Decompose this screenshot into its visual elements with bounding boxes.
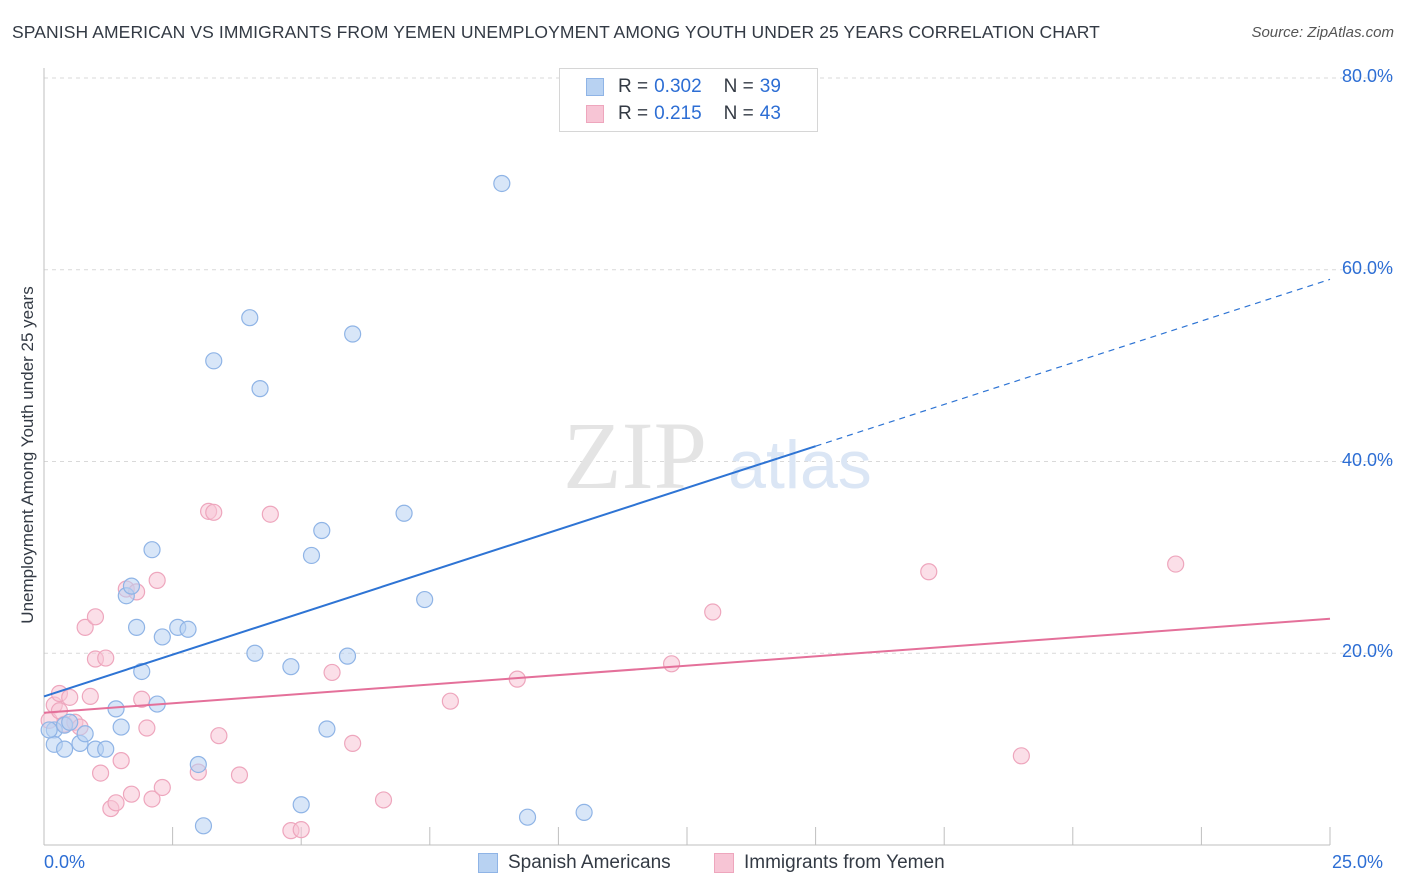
- series-spanish-points: [40, 174, 593, 835]
- spanish-point: [313, 521, 331, 540]
- yemen-point: [91, 764, 110, 782]
- yemen-point: [81, 687, 99, 705]
- yemen-point: [86, 608, 105, 626]
- legend-swatch-pink: [586, 105, 604, 123]
- watermark: ZIP atlas: [563, 402, 872, 509]
- legend-r-value: 0.215: [654, 103, 702, 124]
- legend-swatch-blue: [478, 853, 498, 873]
- yemen-trend-line: [43, 617, 1331, 714]
- spanish-point: [318, 720, 336, 738]
- yemen-point: [662, 655, 681, 673]
- spanish-point: [61, 713, 79, 731]
- spanish-trend-line: [43, 445, 816, 698]
- x-tick-label-max: 25.0%: [1332, 852, 1384, 872]
- spanish-point: [133, 662, 151, 681]
- yemen-point: [920, 563, 938, 581]
- source-label: Source: ZipAtlas.com: [1251, 24, 1394, 41]
- legend-swatch-pink: [714, 853, 734, 873]
- y-tick-label: 20.0%: [1341, 641, 1393, 662]
- yemen-point: [1012, 747, 1030, 765]
- yemen-point: [133, 690, 151, 708]
- legend-row-yemen: R = 0.215 N = 43: [586, 102, 781, 126]
- spanish-point: [292, 796, 310, 814]
- spanish-point: [143, 541, 161, 559]
- spanish-point: [179, 620, 197, 638]
- spanish-point: [344, 325, 362, 343]
- spanish-point: [338, 647, 357, 665]
- spanish-point: [189, 755, 207, 774]
- yemen-point: [1167, 555, 1185, 573]
- yemen-point: [148, 571, 166, 589]
- legend-n-value: 39: [759, 76, 781, 97]
- legend-n-label: N =: [723, 76, 754, 97]
- watermark-atlas: atlas: [728, 427, 872, 503]
- yemen-point: [344, 734, 362, 752]
- legend-swatch-blue: [586, 78, 604, 96]
- spanish-point: [246, 644, 264, 662]
- spanish-point: [194, 817, 213, 835]
- yemen-point: [112, 752, 130, 770]
- spanish-point: [122, 577, 141, 595]
- legend-label-yemen: Immigrants from Yemen: [744, 852, 945, 873]
- spanish-point: [40, 721, 58, 739]
- spanish-point: [302, 546, 321, 565]
- spanish-point: [395, 504, 413, 522]
- legend-n-value: 43: [759, 103, 781, 124]
- yemen-point: [107, 794, 125, 812]
- spanish-point: [55, 740, 74, 758]
- spanish-point: [107, 700, 125, 718]
- spanish-point: [251, 380, 269, 398]
- legend-r-label: R =: [618, 76, 649, 97]
- gridlines: [44, 77, 1392, 654]
- yemen-point: [292, 821, 310, 839]
- yemen-point: [374, 791, 393, 809]
- legend-r-value: 0.302: [654, 76, 702, 97]
- spanish-point: [282, 658, 300, 676]
- yemen-point: [122, 785, 141, 803]
- yemen-point: [441, 692, 459, 710]
- yemen-point: [210, 727, 228, 745]
- yemen-point: [261, 505, 279, 523]
- chart-title: SPANISH AMERICAN VS IMMIGRANTS FROM YEME…: [12, 22, 1100, 42]
- yemen-point: [97, 649, 115, 667]
- yemen-point: [704, 603, 722, 621]
- y-tick-label: 60.0%: [1341, 257, 1393, 278]
- spanish-point: [575, 803, 593, 822]
- yemen-point: [61, 688, 79, 706]
- watermark-zip: ZIP: [563, 402, 707, 509]
- spanish-point: [97, 740, 115, 758]
- yemen-point: [230, 766, 249, 784]
- trend-lines: [43, 278, 1331, 714]
- x-tick-label-min: 0.0%: [44, 852, 86, 872]
- spanish-point: [153, 628, 171, 646]
- yemen-point: [153, 778, 171, 797]
- spanish-point: [205, 352, 223, 370]
- spanish-point: [416, 590, 434, 609]
- spanish-point: [518, 808, 537, 826]
- legend-item-spanish: Spanish Americans: [478, 850, 671, 876]
- y-tick-label: 40.0%: [1341, 449, 1393, 470]
- legend-row-spanish: R = 0.302 N = 39: [586, 75, 781, 99]
- yemen-point: [143, 790, 161, 808]
- legend-item-yemen: Immigrants from Yemen: [714, 850, 945, 876]
- yemen-point: [323, 663, 341, 682]
- yemen-point: [205, 503, 223, 521]
- spanish-point: [493, 174, 511, 193]
- yemen-point: [76, 618, 94, 636]
- legend-label-spanish: Spanish Americans: [508, 852, 671, 873]
- yemen-point: [138, 719, 156, 737]
- spanish-point: [127, 618, 146, 636]
- spanish-point: [76, 725, 94, 743]
- spanish-point: [112, 718, 130, 736]
- spanish-trend-extension: [815, 278, 1331, 447]
- spanish-point: [241, 309, 259, 327]
- legend-n-label: N =: [723, 103, 754, 124]
- legend-r-label: R =: [618, 103, 649, 124]
- y-axis-label: Unemployment Among Youth under 25 years: [18, 286, 37, 624]
- y-tick-label: 80.0%: [1341, 66, 1393, 86]
- stats-legend: R = 0.302 N = 39 R = 0.215 N = 43: [559, 68, 818, 132]
